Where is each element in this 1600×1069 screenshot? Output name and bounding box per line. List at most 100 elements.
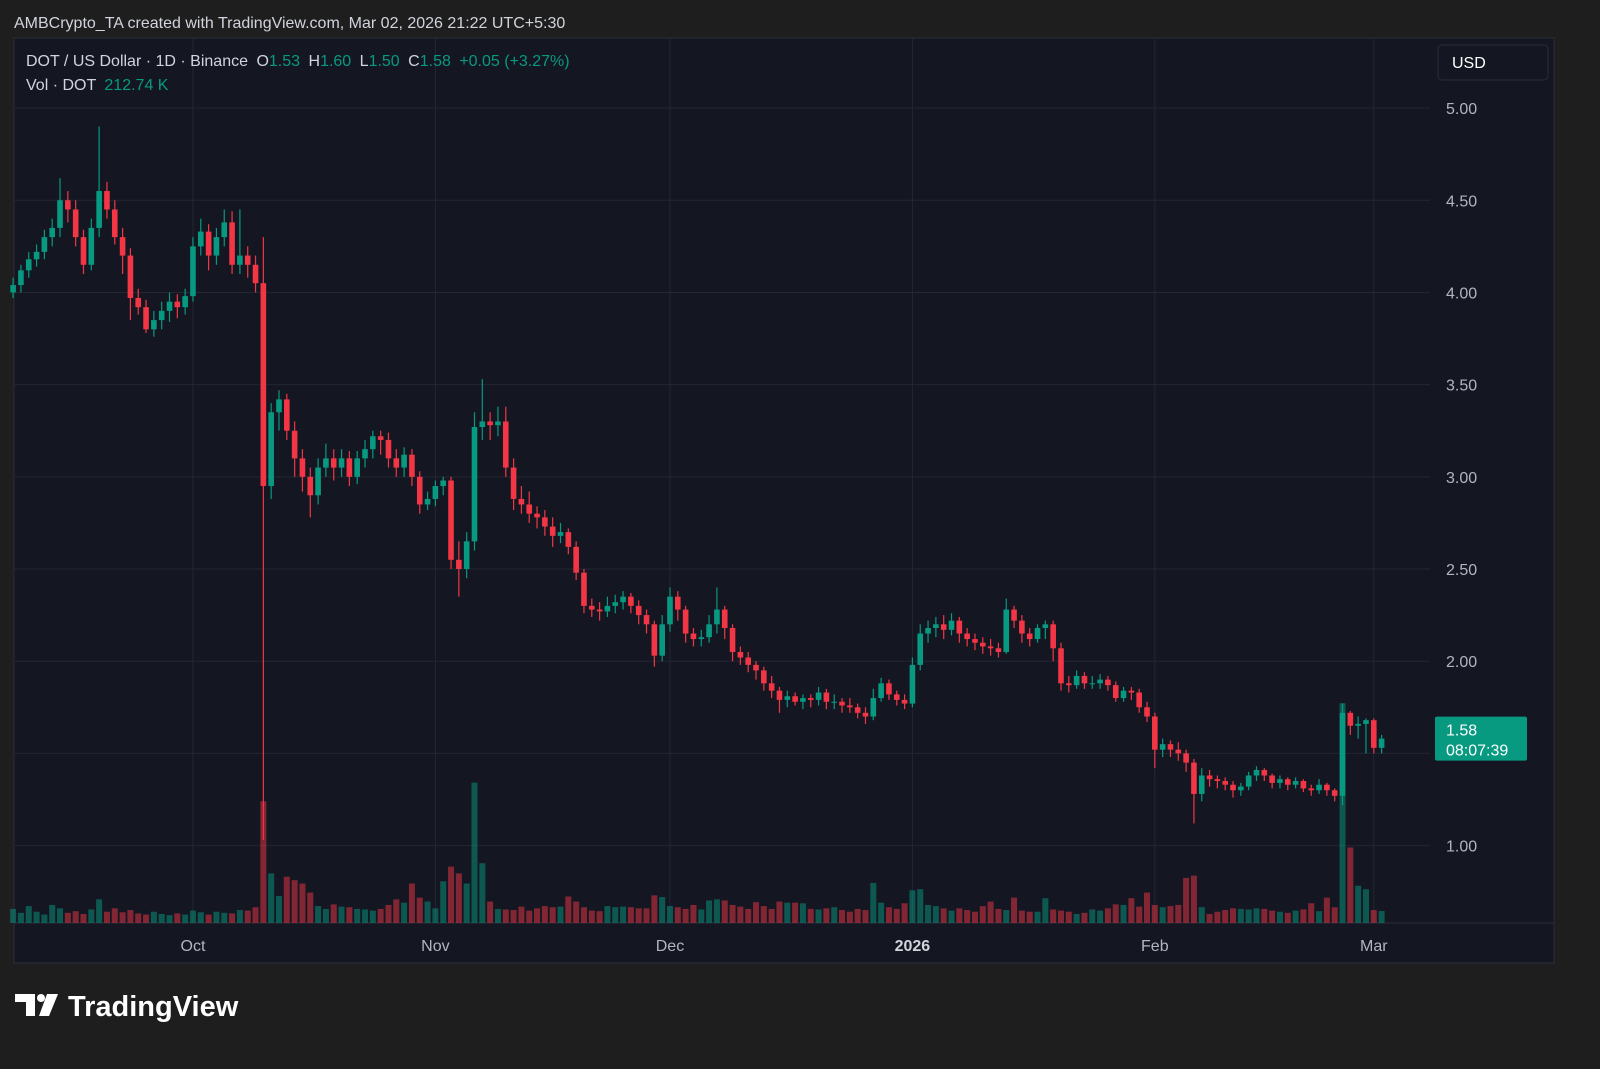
candle-body [1167,744,1174,750]
volume-bar [1378,911,1385,923]
candle-body [753,664,759,671]
volume-bar [416,897,423,923]
volume-bar [1300,909,1307,923]
attribution: AMBCrypto_TA created with TradingView.co… [14,15,565,32]
volume-bar [408,883,415,923]
volume-bar [862,910,869,923]
candle-body [901,699,908,704]
axes: 1.001.502.002.503.003.504.004.505.00OctN… [181,101,1527,955]
volume-bar [534,908,541,923]
candle-body [1347,712,1354,726]
volume-bar [10,908,17,923]
volume-bar [448,866,455,923]
candle-body [1284,779,1291,785]
candle-body [190,246,196,297]
candle-body [354,458,360,477]
volume-bar [1190,875,1197,923]
volume-bar [925,904,932,923]
candle-body [893,694,900,700]
volume-bar [479,863,486,923]
candle-body [870,698,877,717]
candle-body [362,449,368,459]
candle-body [471,427,478,542]
volume-bar [1269,910,1276,923]
candle-body [1331,790,1338,796]
candle-body [346,458,353,477]
candle-body [620,596,626,603]
candle-body [847,705,853,708]
candle-body [1034,628,1041,640]
volume-bar [917,889,924,923]
candle-body [377,436,384,440]
logo-shape [15,994,35,1016]
candle-body [104,191,110,210]
candle-body [972,639,978,643]
volume-bar [745,908,752,923]
volume-bar [166,915,173,923]
volume-bar [987,901,994,923]
candle-body [25,259,32,271]
candle-body [839,701,845,706]
volume-bar [580,907,587,923]
volume-bar [260,801,267,923]
countdown: 08:07:39 [1446,743,1508,760]
last-price-label: 1.58 [1446,723,1477,740]
currency[interactable]: USD [1452,55,1486,72]
candle-body [886,683,892,695]
volume-bar [64,912,71,923]
volume-bar [1034,911,1041,923]
volume-bar [1011,897,1018,923]
volume-bar [1159,907,1166,923]
candle-body [1206,775,1213,780]
volume-bar [135,913,142,923]
volume-bar [932,906,939,923]
candle-body [1339,712,1346,796]
candle-body [542,517,548,527]
currency-button[interactable] [1437,44,1549,81]
candle-body [424,498,431,505]
volume-bar [150,911,157,923]
volume-bar [103,911,110,923]
candle-body [440,480,447,487]
volume-bar [1003,910,1010,923]
volume-bar [1104,908,1111,923]
candle-body [682,609,689,634]
candle-body [987,646,994,649]
candle-body [1003,609,1010,652]
volume-bar [385,904,392,923]
candle-body [401,454,407,468]
volume-bar [369,910,376,923]
ohlc-value: 1.60 [320,53,351,70]
volume-bar [1057,910,1064,923]
candle-body [831,701,838,703]
candle-body [1120,690,1127,699]
candle-body [995,648,1002,652]
candle-body [792,696,798,702]
logo-shape [39,994,58,1016]
candle-body [1316,784,1322,791]
volume-bar [322,908,329,923]
candle-body [1066,683,1072,686]
volume-bar [338,906,345,923]
candle-body [1183,753,1189,763]
candle-body [1245,775,1252,787]
candle-body [557,532,564,536]
volume-bar [182,914,189,923]
volume-bar [221,912,228,923]
volume-bar [979,906,986,923]
candle-body [651,624,658,656]
volume-bar [346,907,353,923]
volume-bar [307,892,314,923]
volume-bar [1370,910,1377,923]
volume-bar [549,907,556,923]
candle-body [1097,679,1103,684]
volume-bar [17,912,24,923]
volume-bar [839,910,846,923]
candle-body [80,237,87,265]
volume-bar [784,902,791,923]
candle-body [1081,675,1088,684]
candle-body [917,633,924,665]
volume-bar [643,908,650,923]
candle-body [135,297,142,308]
